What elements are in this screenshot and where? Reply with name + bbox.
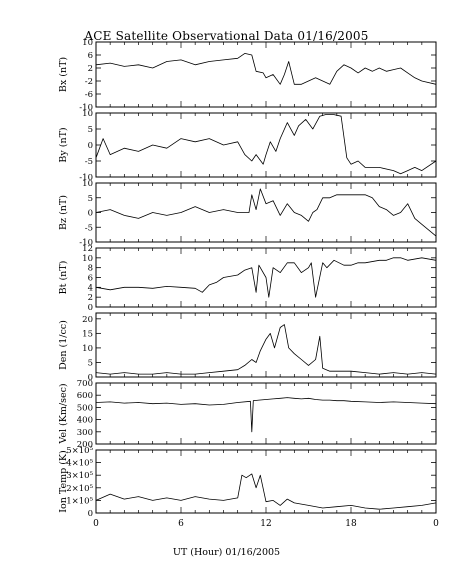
panel-frame xyxy=(95,449,437,514)
y-tick-label: 0 xyxy=(88,303,93,313)
panel-1: 10 6 2 -2 -6 -10 Bx (nT) xyxy=(58,38,437,113)
y-tick-label: 700 xyxy=(77,379,93,389)
y-tick-label: 10 xyxy=(82,179,93,189)
x-tick-label: 0 xyxy=(93,519,99,529)
y-tick-label: -5 xyxy=(85,157,93,167)
y-tick-label: 5×10⁵ xyxy=(66,446,93,456)
y-tick-label: 10 xyxy=(82,254,93,264)
series-line xyxy=(95,257,437,298)
panel-frame xyxy=(95,382,437,445)
y-axis-label: Vel (Km/sec) xyxy=(58,383,69,444)
y-tick-label: -6 xyxy=(85,90,93,100)
y-tick-label: 3×10⁵ xyxy=(66,471,93,481)
y-tick-label: 6 xyxy=(88,51,93,61)
y-tick-label: 2 xyxy=(88,293,93,303)
y-tick-label: 12 xyxy=(82,244,93,254)
y-tick-label: 6 xyxy=(88,274,93,284)
series-line xyxy=(95,188,437,237)
y-tick-label: 5 xyxy=(88,194,93,204)
y-tick-label: -10 xyxy=(79,173,93,183)
y-tick-label: 5 xyxy=(88,125,93,135)
series-line xyxy=(95,114,437,175)
y-axis-label: Ion Temp (K) xyxy=(58,450,69,512)
panel-2: 10 5 0 -5 -10 By (nT) xyxy=(58,109,437,183)
y-tick-label: 10 xyxy=(82,344,93,354)
panel-frame xyxy=(95,41,437,108)
y-tick-label: 0 xyxy=(88,373,93,383)
y-tick-label: 0 xyxy=(88,209,93,219)
y-tick-label: 15 xyxy=(82,329,93,339)
y-tick-label: 600 xyxy=(77,391,93,401)
y-tick-label: 0 xyxy=(88,509,93,519)
panel-frame xyxy=(95,182,437,243)
panel-6: 700 600 500 400 300 200 Vel (Km/sec) xyxy=(58,379,437,450)
y-tick-label: 10 xyxy=(82,38,93,48)
y-tick-label: 0 xyxy=(88,141,93,151)
x-tick-label: 12 xyxy=(260,519,271,529)
panel-5: 20 15 10 5 0 Den (1/cc) xyxy=(58,312,437,383)
y-tick-label: 8 xyxy=(88,264,93,274)
x-tick-label: 6 xyxy=(178,519,184,529)
series-line xyxy=(95,53,437,85)
x-axis-label: UT (Hour) 01/16/2005 xyxy=(172,547,281,558)
y-tick-label: 2×10⁵ xyxy=(66,484,93,494)
y-axis-label: Bx (nT) xyxy=(58,57,69,92)
y-axis-label: Bz (nT) xyxy=(58,195,69,230)
y-tick-label: 400 xyxy=(77,416,93,426)
y-axis-label: By (nT) xyxy=(58,127,69,162)
y-tick-label: -5 xyxy=(85,223,93,233)
y-tick-label: 4×10⁵ xyxy=(66,459,93,469)
y-axis-label: Den (1/cc) xyxy=(58,320,69,370)
panel-3: 10 5 0 -5 -10 Bz (nT) xyxy=(58,179,437,248)
y-tick-label: 1×10⁵ xyxy=(66,496,93,506)
y-tick-label: 500 xyxy=(77,403,93,413)
figure-title: ACE Satellite Observational Data 01/16/2… xyxy=(84,29,369,43)
panel-7: 5×10⁵ 4×10⁵ 3×10⁵ 2×10⁵ 1×10⁵ 0 Ion Temp (K) 0 6… xyxy=(58,446,439,529)
y-tick-label: 300 xyxy=(77,428,93,438)
y-tick-label: 4 xyxy=(88,283,93,293)
y-axis-label: Bt (nT) xyxy=(58,261,69,295)
x-tick-label: 18 xyxy=(345,519,357,529)
series-line xyxy=(95,324,437,375)
y-tick-label: -10 xyxy=(79,103,93,113)
y-tick-label: -10 xyxy=(79,238,93,248)
series-line xyxy=(95,473,437,510)
y-tick-label: 5 xyxy=(88,358,93,368)
y-tick-label: 2 xyxy=(88,64,93,74)
y-tick-label: 200 xyxy=(77,440,93,450)
y-tick-label: -2 xyxy=(85,77,93,87)
series-line xyxy=(95,397,437,433)
y-tick-label: 10 xyxy=(82,109,93,119)
panel-frame xyxy=(95,312,437,378)
panel-frame xyxy=(95,112,437,178)
x-tick-label: 0 xyxy=(433,519,439,529)
y-tick-label: 20 xyxy=(82,315,93,325)
